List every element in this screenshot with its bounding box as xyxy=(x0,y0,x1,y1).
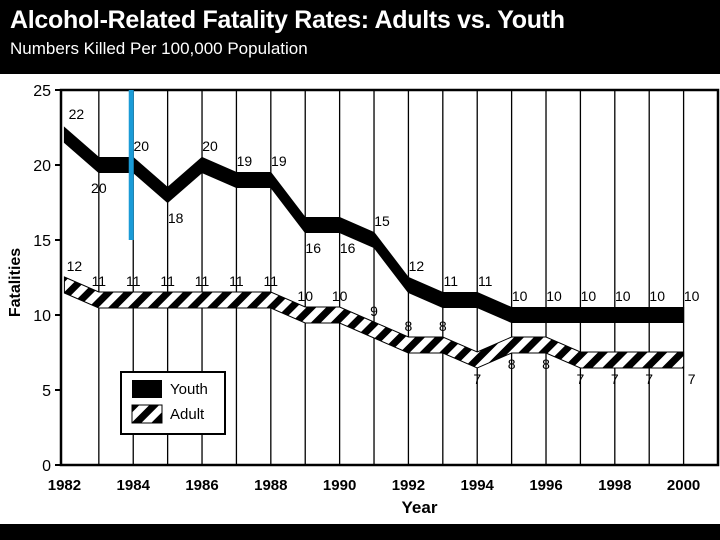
x-tick-label-1986: 1986 xyxy=(185,477,218,494)
adult-label-1988: 11 xyxy=(264,273,279,289)
adult-label-1995: 8 xyxy=(508,356,516,372)
plot-frame xyxy=(59,88,720,467)
youth-label-1990: 16 xyxy=(340,240,356,256)
youth-label-1995: 10 xyxy=(512,288,528,304)
y-tick-label-15: 15 xyxy=(33,233,51,250)
chart-title: Alcohol-Related Fatality Rates: Adults v… xyxy=(10,6,565,34)
x-tick-label-1992: 1992 xyxy=(392,477,425,494)
x-tick-label-1988: 1988 xyxy=(254,477,287,494)
youth-label-1992: 12 xyxy=(409,258,425,274)
adult-label-1999: 7 xyxy=(645,371,653,387)
youth-label-1996: 10 xyxy=(546,288,562,304)
legend-swatch-adult xyxy=(131,404,163,424)
x-tick-label-1982: 1982 xyxy=(48,477,81,494)
legend-swatch-youth xyxy=(132,380,162,398)
youth-label-1998: 10 xyxy=(615,288,631,304)
y-tick-label-0: 0 xyxy=(42,458,51,475)
x-tick-label-2000: 2000 xyxy=(667,477,700,494)
y-tick-label-20: 20 xyxy=(33,158,51,175)
adult-label-1997: 7 xyxy=(577,371,585,387)
x-tick-label-1984: 1984 xyxy=(117,477,151,494)
series-youth-band xyxy=(63,126,685,323)
title-banner: Alcohol-Related Fatality Rates: Adults v… xyxy=(0,0,720,74)
youth-label-1985: 18 xyxy=(168,210,184,226)
youth-label-1982: 22 xyxy=(69,106,85,122)
youth-label-1983: 20 xyxy=(91,180,107,196)
x-tick-label-1998: 1998 xyxy=(598,477,631,494)
adult-label-1992: 8 xyxy=(405,318,413,334)
series-adult-band xyxy=(63,276,685,369)
adult-label-1983: 11 xyxy=(92,273,107,289)
youth-label-1994: 11 xyxy=(478,273,493,289)
youth-label-1993: 11 xyxy=(444,273,459,289)
adult-label-1996: 8 xyxy=(542,356,550,372)
x-tick-label-1996: 1996 xyxy=(529,477,562,494)
adult-label-1990: 10 xyxy=(332,288,348,304)
adult-label-1982: 12 xyxy=(67,258,83,274)
youth-label-1988: 19 xyxy=(271,153,287,169)
adult-label-1985: 11 xyxy=(160,273,175,289)
footer-bar xyxy=(0,524,720,540)
x-axis-title: Year xyxy=(402,498,438,517)
adult-label-1986: 11 xyxy=(195,273,210,289)
youth-label-1989: 16 xyxy=(305,240,321,256)
chart-subtitle: Numbers Killed Per 100,000 Population xyxy=(10,39,308,58)
adult-label-1994: 7 xyxy=(473,371,481,387)
x-tick-label-1990: 1990 xyxy=(323,477,356,494)
adult-label-1989: 10 xyxy=(297,288,313,304)
youth-label-1987: 19 xyxy=(237,153,253,169)
youth-label-1986: 20 xyxy=(202,138,218,154)
x-tick-label-1994: 1994 xyxy=(461,477,495,494)
y-tick-label-10: 10 xyxy=(33,308,51,325)
legend-label-youth: Youth xyxy=(170,381,208,398)
adult-label-1984: 11 xyxy=(126,273,141,289)
y-tick-label-25: 25 xyxy=(33,83,51,100)
legend-label-adult: Adult xyxy=(170,406,205,423)
adult-label-1998: 7 xyxy=(611,371,619,387)
y-tick-label-5: 5 xyxy=(42,383,51,400)
youth-label-2000: 10 xyxy=(684,288,700,304)
adult-label-2000: 7 xyxy=(688,371,696,387)
adult-label-1991: 9 xyxy=(370,303,378,319)
youth-label-1999: 10 xyxy=(649,288,665,304)
youth-label-1997: 10 xyxy=(581,288,597,304)
adult-label-1993: 8 xyxy=(439,318,447,334)
youth-label-1984: 20 xyxy=(133,138,149,154)
youth-label-1991: 15 xyxy=(374,213,390,229)
y-axis-title: Fatalities xyxy=(7,248,24,317)
adult-label-1987: 11 xyxy=(229,273,244,289)
